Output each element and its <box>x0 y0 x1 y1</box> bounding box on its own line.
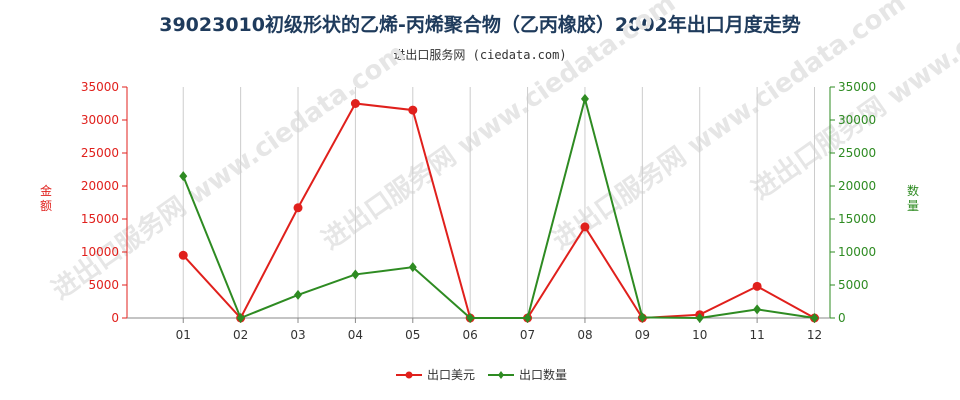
x-tick-label: 06 <box>463 328 478 342</box>
right-tick-label: 15000 <box>838 212 876 226</box>
right-tick-label: 10000 <box>838 245 876 259</box>
series-2-point <box>695 313 704 323</box>
x-tick-label: 03 <box>290 328 305 342</box>
series-2-point <box>236 313 245 323</box>
right-tick-label: 35000 <box>838 80 876 94</box>
legend-swatch-marker <box>498 371 504 379</box>
series-1-point <box>350 99 360 108</box>
right-tick-label: 5000 <box>838 278 869 292</box>
legend-swatch-marker <box>405 371 413 379</box>
series-line-2 <box>182 94 815 320</box>
series-layer <box>178 93 820 323</box>
x-tick-label: 12 <box>807 328 822 342</box>
legend-label: 出口美元 <box>427 368 475 382</box>
x-tick-label: 05 <box>405 328 420 342</box>
series-2-point <box>408 262 417 273</box>
legend-label: 出口数量 <box>519 367 567 382</box>
left-tick-label: 0 <box>111 311 119 325</box>
series-1-point <box>293 203 303 213</box>
chart-title: 39023010初级形状的乙烯-丙烯聚合物（乙丙橡胶）2002年出口月度走势 <box>159 14 801 36</box>
left-tick-label: 5000 <box>88 278 119 292</box>
right-tick-label: 25000 <box>838 146 876 160</box>
left-tick-label: 35000 <box>81 80 119 94</box>
right-axis-title: 数量 <box>907 183 919 213</box>
left-tick-label: 20000 <box>81 179 119 193</box>
series-2-point <box>294 289 303 300</box>
x-tick-label: 02 <box>233 328 248 342</box>
series-1-point <box>752 281 762 291</box>
series-2-point <box>580 93 589 104</box>
x-tick-label: 11 <box>749 328 764 342</box>
tick-labels: 0 5000 10000 15000 20000 25000 30000 35000 0 5000… <box>40 80 919 342</box>
left-tick-label: 25000 <box>81 146 119 160</box>
series-2-point <box>753 304 762 315</box>
series-2-point <box>179 171 188 182</box>
x-tick-label: 09 <box>635 328 650 342</box>
series-2-point <box>523 313 532 323</box>
right-tick-label: 20000 <box>838 179 876 193</box>
right-tick-label: 30000 <box>838 113 876 127</box>
left-tick-label: 30000 <box>81 113 119 127</box>
chart-subtitle: 进出口服务网 (ciedata.com) <box>393 48 567 62</box>
left-tick-label: 15000 <box>81 212 119 226</box>
x-tick-label: 08 <box>577 328 592 342</box>
series-2-point <box>351 269 360 280</box>
watermark-text: 进出口服务网 www.ciedata.com <box>47 38 411 306</box>
series-2-point <box>466 313 475 323</box>
x-tick-label: 04 <box>348 328 363 342</box>
right-tick-label: 0 <box>838 311 846 325</box>
series-1-point <box>178 250 188 260</box>
left-axis-title: 金额 <box>40 183 52 213</box>
x-tick-label: 01 <box>176 328 191 342</box>
x-tick-label: 10 <box>692 328 707 342</box>
series-1-point <box>580 222 590 232</box>
watermark-text: 进出口服务网 www.ciedata.com <box>317 0 681 256</box>
series-1-point <box>408 105 418 115</box>
left-tick-label: 10000 <box>81 245 119 259</box>
x-tick-label: 07 <box>520 328 535 342</box>
grid-lines <box>182 87 816 318</box>
legend: 出口美元 出口数量 <box>396 367 567 382</box>
series-2-point <box>810 313 819 323</box>
series-2-point <box>638 312 647 323</box>
